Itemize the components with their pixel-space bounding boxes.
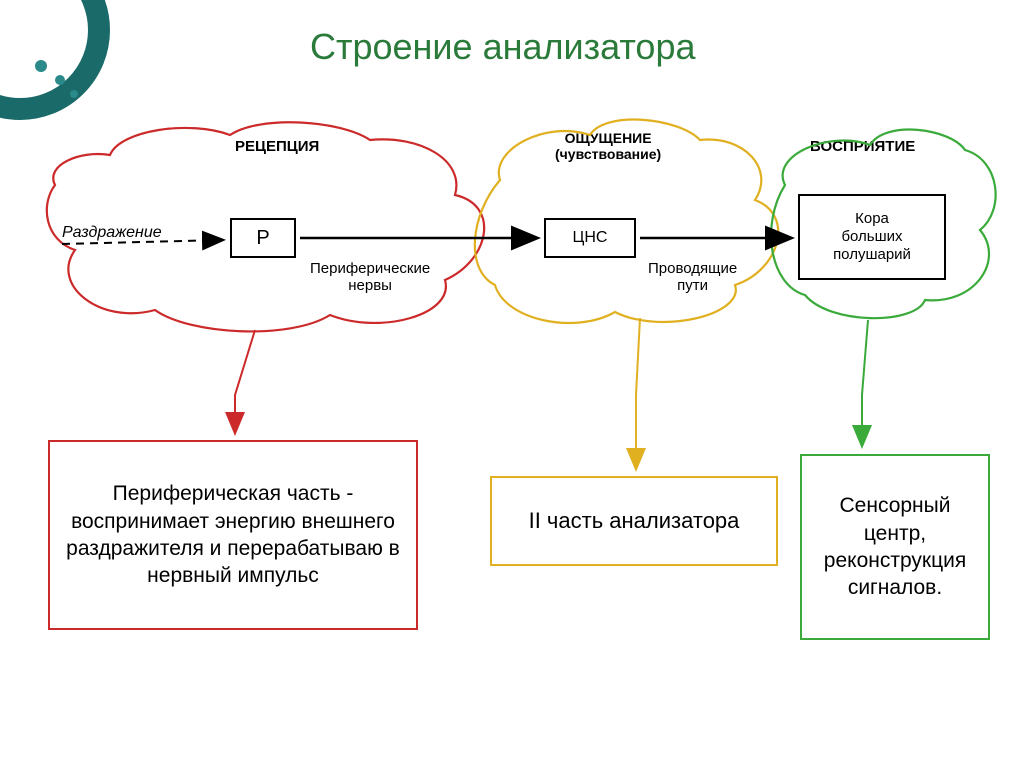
stimulus-label: Раздражение (62, 224, 162, 242)
stage-sensation-line1: ОЩУЩЕНИЕ (565, 130, 652, 146)
stage-perception-label: ВОСПРИЯТИЕ (810, 138, 915, 155)
bubble-peripheral-part: Периферическая часть - воспринимает энер… (48, 440, 418, 630)
connector-red (235, 330, 255, 432)
stage-sensation-label: ОЩУЩЕНИЕ (чувствование) (555, 130, 661, 162)
stage-reception-label: РЕЦЕПЦИЯ (235, 138, 319, 155)
bubble-second-part: II часть анализатора (490, 476, 778, 566)
slide-title: Строение анализатора (310, 26, 696, 68)
decor-dot (35, 60, 47, 72)
underlabel-periph-line2: нервы (348, 277, 392, 294)
underlabel-tracts-line2: пути (677, 277, 708, 294)
decor-dot (70, 90, 78, 98)
underlabel-tracts-line1: Проводящие (648, 260, 737, 277)
underlabel-tracts: Проводящие пути (648, 260, 737, 294)
underlabel-periph-line1: Периферические (310, 260, 430, 277)
box-cns: ЦНС (544, 218, 636, 258)
underlabel-peripheral-nerves: Периферические нервы (310, 260, 430, 294)
connector-yellow (636, 318, 640, 468)
svg-layer (0, 0, 1024, 767)
decor-dot (55, 75, 65, 85)
box-cortex-line1: Кора (855, 210, 889, 227)
box-receptor: Р (230, 218, 296, 258)
bubble-sensory-center: Сенсорный центр, реконструкция сигналов. (800, 454, 990, 640)
box-cortex-line3: полушарий (833, 246, 911, 263)
box-cortex-line2: больших (841, 228, 902, 245)
decor-ring (0, 0, 110, 120)
stage-sensation-line2: (чувствование) (555, 146, 661, 162)
connector-green (862, 320, 868, 445)
box-cortex: Кора больших полушарий (798, 194, 946, 280)
